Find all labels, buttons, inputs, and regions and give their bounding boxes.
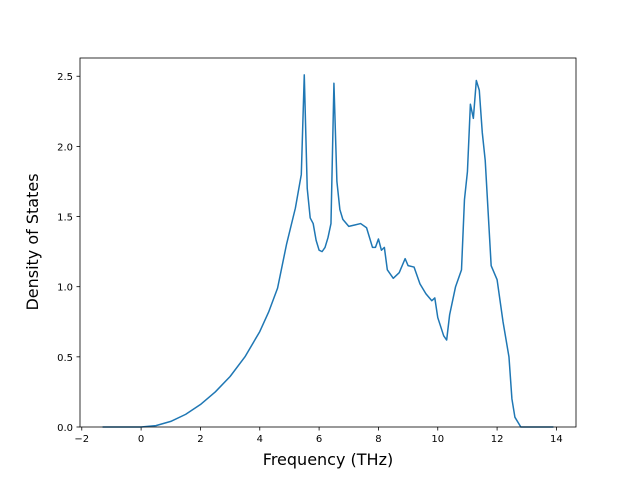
plot-frame (79, 57, 577, 428)
x-tick-label: 14 (550, 434, 563, 445)
x-tick-label: 4 (257, 434, 263, 445)
x-tick-label: −2 (74, 434, 89, 445)
x-tick-label: 6 (316, 434, 322, 445)
x-tick-label: 8 (375, 434, 381, 445)
x-axis-label: Frequency (THz) (263, 450, 393, 469)
x-tick-label: 10 (431, 434, 444, 445)
y-tick-label: 2.0 (57, 142, 73, 153)
y-tick-label: 0.0 (57, 423, 73, 434)
x-tick-label: 12 (491, 434, 504, 445)
y-tick-label: 1.5 (57, 213, 73, 224)
line (102, 74, 554, 428)
y-tick-label: 1.0 (57, 283, 73, 294)
x-tick-label: 0 (138, 434, 144, 445)
x-tick-label: 2 (197, 434, 203, 445)
y-axis-label: Density of States (23, 173, 42, 310)
y-tick-label: 2.5 (57, 72, 73, 83)
y-tick-label: 0.5 (57, 353, 73, 364)
